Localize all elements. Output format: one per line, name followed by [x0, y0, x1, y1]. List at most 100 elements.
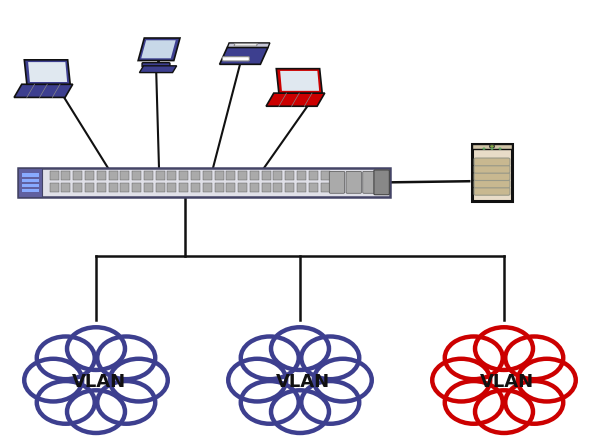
FancyBboxPatch shape — [97, 171, 106, 180]
FancyBboxPatch shape — [285, 171, 294, 180]
Circle shape — [270, 358, 330, 402]
FancyBboxPatch shape — [85, 183, 94, 192]
FancyBboxPatch shape — [363, 171, 378, 193]
Circle shape — [97, 336, 155, 379]
Circle shape — [24, 359, 82, 401]
FancyBboxPatch shape — [329, 171, 344, 193]
FancyBboxPatch shape — [18, 168, 42, 197]
FancyBboxPatch shape — [121, 171, 130, 180]
FancyBboxPatch shape — [285, 183, 294, 192]
Circle shape — [482, 148, 485, 150]
Text: VLAN: VLAN — [72, 373, 126, 391]
Circle shape — [445, 336, 503, 379]
FancyBboxPatch shape — [309, 171, 318, 180]
Circle shape — [228, 359, 286, 401]
Circle shape — [518, 359, 576, 401]
FancyBboxPatch shape — [155, 171, 164, 180]
FancyBboxPatch shape — [142, 63, 170, 67]
Circle shape — [314, 359, 372, 401]
FancyBboxPatch shape — [226, 171, 235, 180]
FancyBboxPatch shape — [61, 183, 70, 192]
Circle shape — [37, 336, 95, 379]
Polygon shape — [280, 71, 319, 91]
FancyBboxPatch shape — [73, 183, 82, 192]
FancyBboxPatch shape — [179, 171, 188, 180]
Circle shape — [499, 148, 502, 150]
Polygon shape — [227, 43, 270, 47]
FancyBboxPatch shape — [215, 171, 224, 180]
Polygon shape — [141, 40, 176, 58]
Circle shape — [67, 390, 125, 433]
Circle shape — [301, 336, 359, 379]
FancyBboxPatch shape — [250, 171, 259, 180]
Polygon shape — [277, 69, 322, 93]
Circle shape — [475, 327, 533, 370]
FancyBboxPatch shape — [472, 144, 512, 149]
FancyBboxPatch shape — [167, 171, 176, 180]
FancyBboxPatch shape — [474, 180, 510, 188]
Circle shape — [271, 390, 329, 433]
FancyBboxPatch shape — [132, 171, 141, 180]
FancyBboxPatch shape — [346, 171, 361, 193]
FancyBboxPatch shape — [97, 183, 106, 192]
FancyBboxPatch shape — [203, 183, 212, 192]
FancyBboxPatch shape — [474, 158, 510, 166]
FancyBboxPatch shape — [320, 171, 329, 180]
FancyBboxPatch shape — [203, 171, 212, 180]
Circle shape — [301, 381, 359, 424]
FancyBboxPatch shape — [22, 184, 38, 187]
Circle shape — [490, 145, 494, 148]
Circle shape — [505, 336, 563, 379]
Circle shape — [490, 148, 494, 150]
Polygon shape — [220, 47, 268, 64]
Circle shape — [241, 381, 299, 424]
Polygon shape — [14, 84, 73, 97]
FancyBboxPatch shape — [297, 171, 306, 180]
Circle shape — [432, 359, 490, 401]
Polygon shape — [234, 44, 257, 46]
Circle shape — [475, 390, 533, 433]
Polygon shape — [139, 66, 176, 72]
FancyBboxPatch shape — [109, 183, 118, 192]
FancyBboxPatch shape — [179, 183, 188, 192]
FancyBboxPatch shape — [191, 171, 200, 180]
FancyBboxPatch shape — [262, 171, 271, 180]
Polygon shape — [138, 38, 180, 61]
FancyBboxPatch shape — [167, 183, 176, 192]
FancyBboxPatch shape — [85, 171, 94, 180]
FancyBboxPatch shape — [132, 183, 141, 192]
FancyBboxPatch shape — [309, 183, 318, 192]
FancyBboxPatch shape — [144, 183, 153, 192]
FancyBboxPatch shape — [50, 171, 59, 180]
Circle shape — [97, 381, 155, 424]
FancyBboxPatch shape — [18, 168, 390, 197]
Polygon shape — [28, 62, 67, 82]
Polygon shape — [266, 93, 325, 106]
FancyBboxPatch shape — [73, 171, 82, 180]
FancyBboxPatch shape — [109, 171, 118, 180]
FancyBboxPatch shape — [226, 183, 235, 192]
Circle shape — [271, 327, 329, 370]
FancyBboxPatch shape — [155, 183, 164, 192]
FancyBboxPatch shape — [262, 183, 271, 192]
Circle shape — [67, 327, 125, 370]
Text: VLAN: VLAN — [276, 373, 330, 391]
Circle shape — [505, 381, 563, 424]
FancyBboxPatch shape — [191, 183, 200, 192]
FancyBboxPatch shape — [474, 165, 510, 173]
FancyBboxPatch shape — [61, 171, 70, 180]
Circle shape — [110, 359, 168, 401]
Circle shape — [474, 358, 534, 402]
FancyBboxPatch shape — [215, 183, 224, 192]
FancyBboxPatch shape — [274, 183, 283, 192]
FancyBboxPatch shape — [374, 170, 389, 194]
FancyBboxPatch shape — [320, 183, 329, 192]
FancyBboxPatch shape — [250, 183, 259, 192]
FancyBboxPatch shape — [22, 173, 38, 177]
Polygon shape — [25, 60, 70, 84]
FancyBboxPatch shape — [223, 57, 250, 61]
FancyBboxPatch shape — [50, 183, 59, 192]
Text: VLAN: VLAN — [480, 373, 534, 391]
Circle shape — [66, 358, 126, 402]
FancyBboxPatch shape — [474, 187, 510, 195]
